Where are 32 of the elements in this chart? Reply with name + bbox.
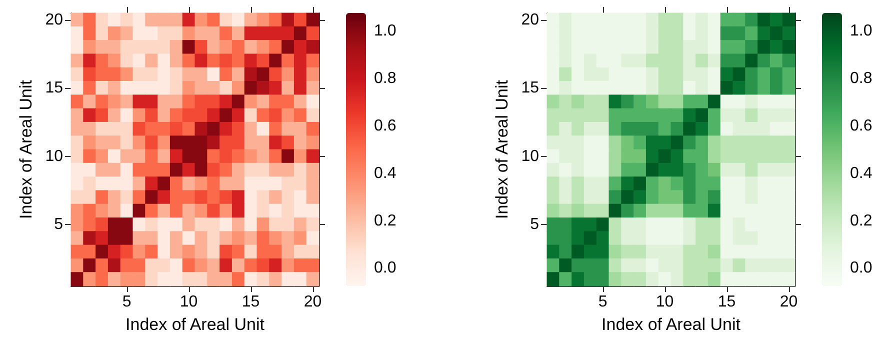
y-tick-label: 20 [521, 11, 540, 28]
x-tick-label: 15 [718, 294, 736, 310]
color-bar-label: 1.0 [850, 22, 872, 40]
x-tick-label: 20 [780, 294, 798, 310]
y-tick-label: 5 [530, 216, 540, 234]
x-axis-title: Index of Areal Unit [602, 315, 741, 334]
color-bar-label: 0.8 [850, 70, 872, 88]
y-axis-title: Index of Areal Unit [16, 80, 36, 219]
x-tick-label: 5 [122, 294, 132, 310]
y-tick-label: 15 [45, 80, 64, 97]
color-bar-label: 0.6 [374, 118, 396, 135]
x-tick-label: 10 [656, 294, 674, 310]
color-bar-label: 1.0 [374, 22, 396, 40]
y-axis-title: Index of Areal Unit [492, 80, 512, 219]
x-tick-label: 5 [598, 294, 608, 310]
color-bar-label: 0.2 [850, 212, 872, 230]
color-bar-label: 0.2 [374, 212, 396, 230]
x-tick-label: 15 [242, 294, 260, 310]
y-tick-label: 10 [521, 148, 540, 165]
y-tick-label: 10 [45, 148, 64, 165]
y-tick-label: 5 [54, 216, 64, 234]
y-tick-label: 20 [45, 11, 64, 28]
color-bar-label: 0.8 [374, 70, 396, 88]
color-bar-label: 0.6 [850, 118, 872, 135]
x-tick-label: 10 [180, 294, 198, 310]
color-bar-label: 0.4 [374, 164, 396, 182]
color-bar-label: 0.0 [850, 260, 872, 277]
y-tick-label: 15 [521, 80, 540, 97]
x-axis-title: Index of Areal Unit [126, 315, 265, 334]
x-tick-label: 20 [304, 294, 322, 310]
color-bar-label: 0.0 [374, 260, 396, 277]
color-bar-label: 0.4 [850, 164, 872, 182]
